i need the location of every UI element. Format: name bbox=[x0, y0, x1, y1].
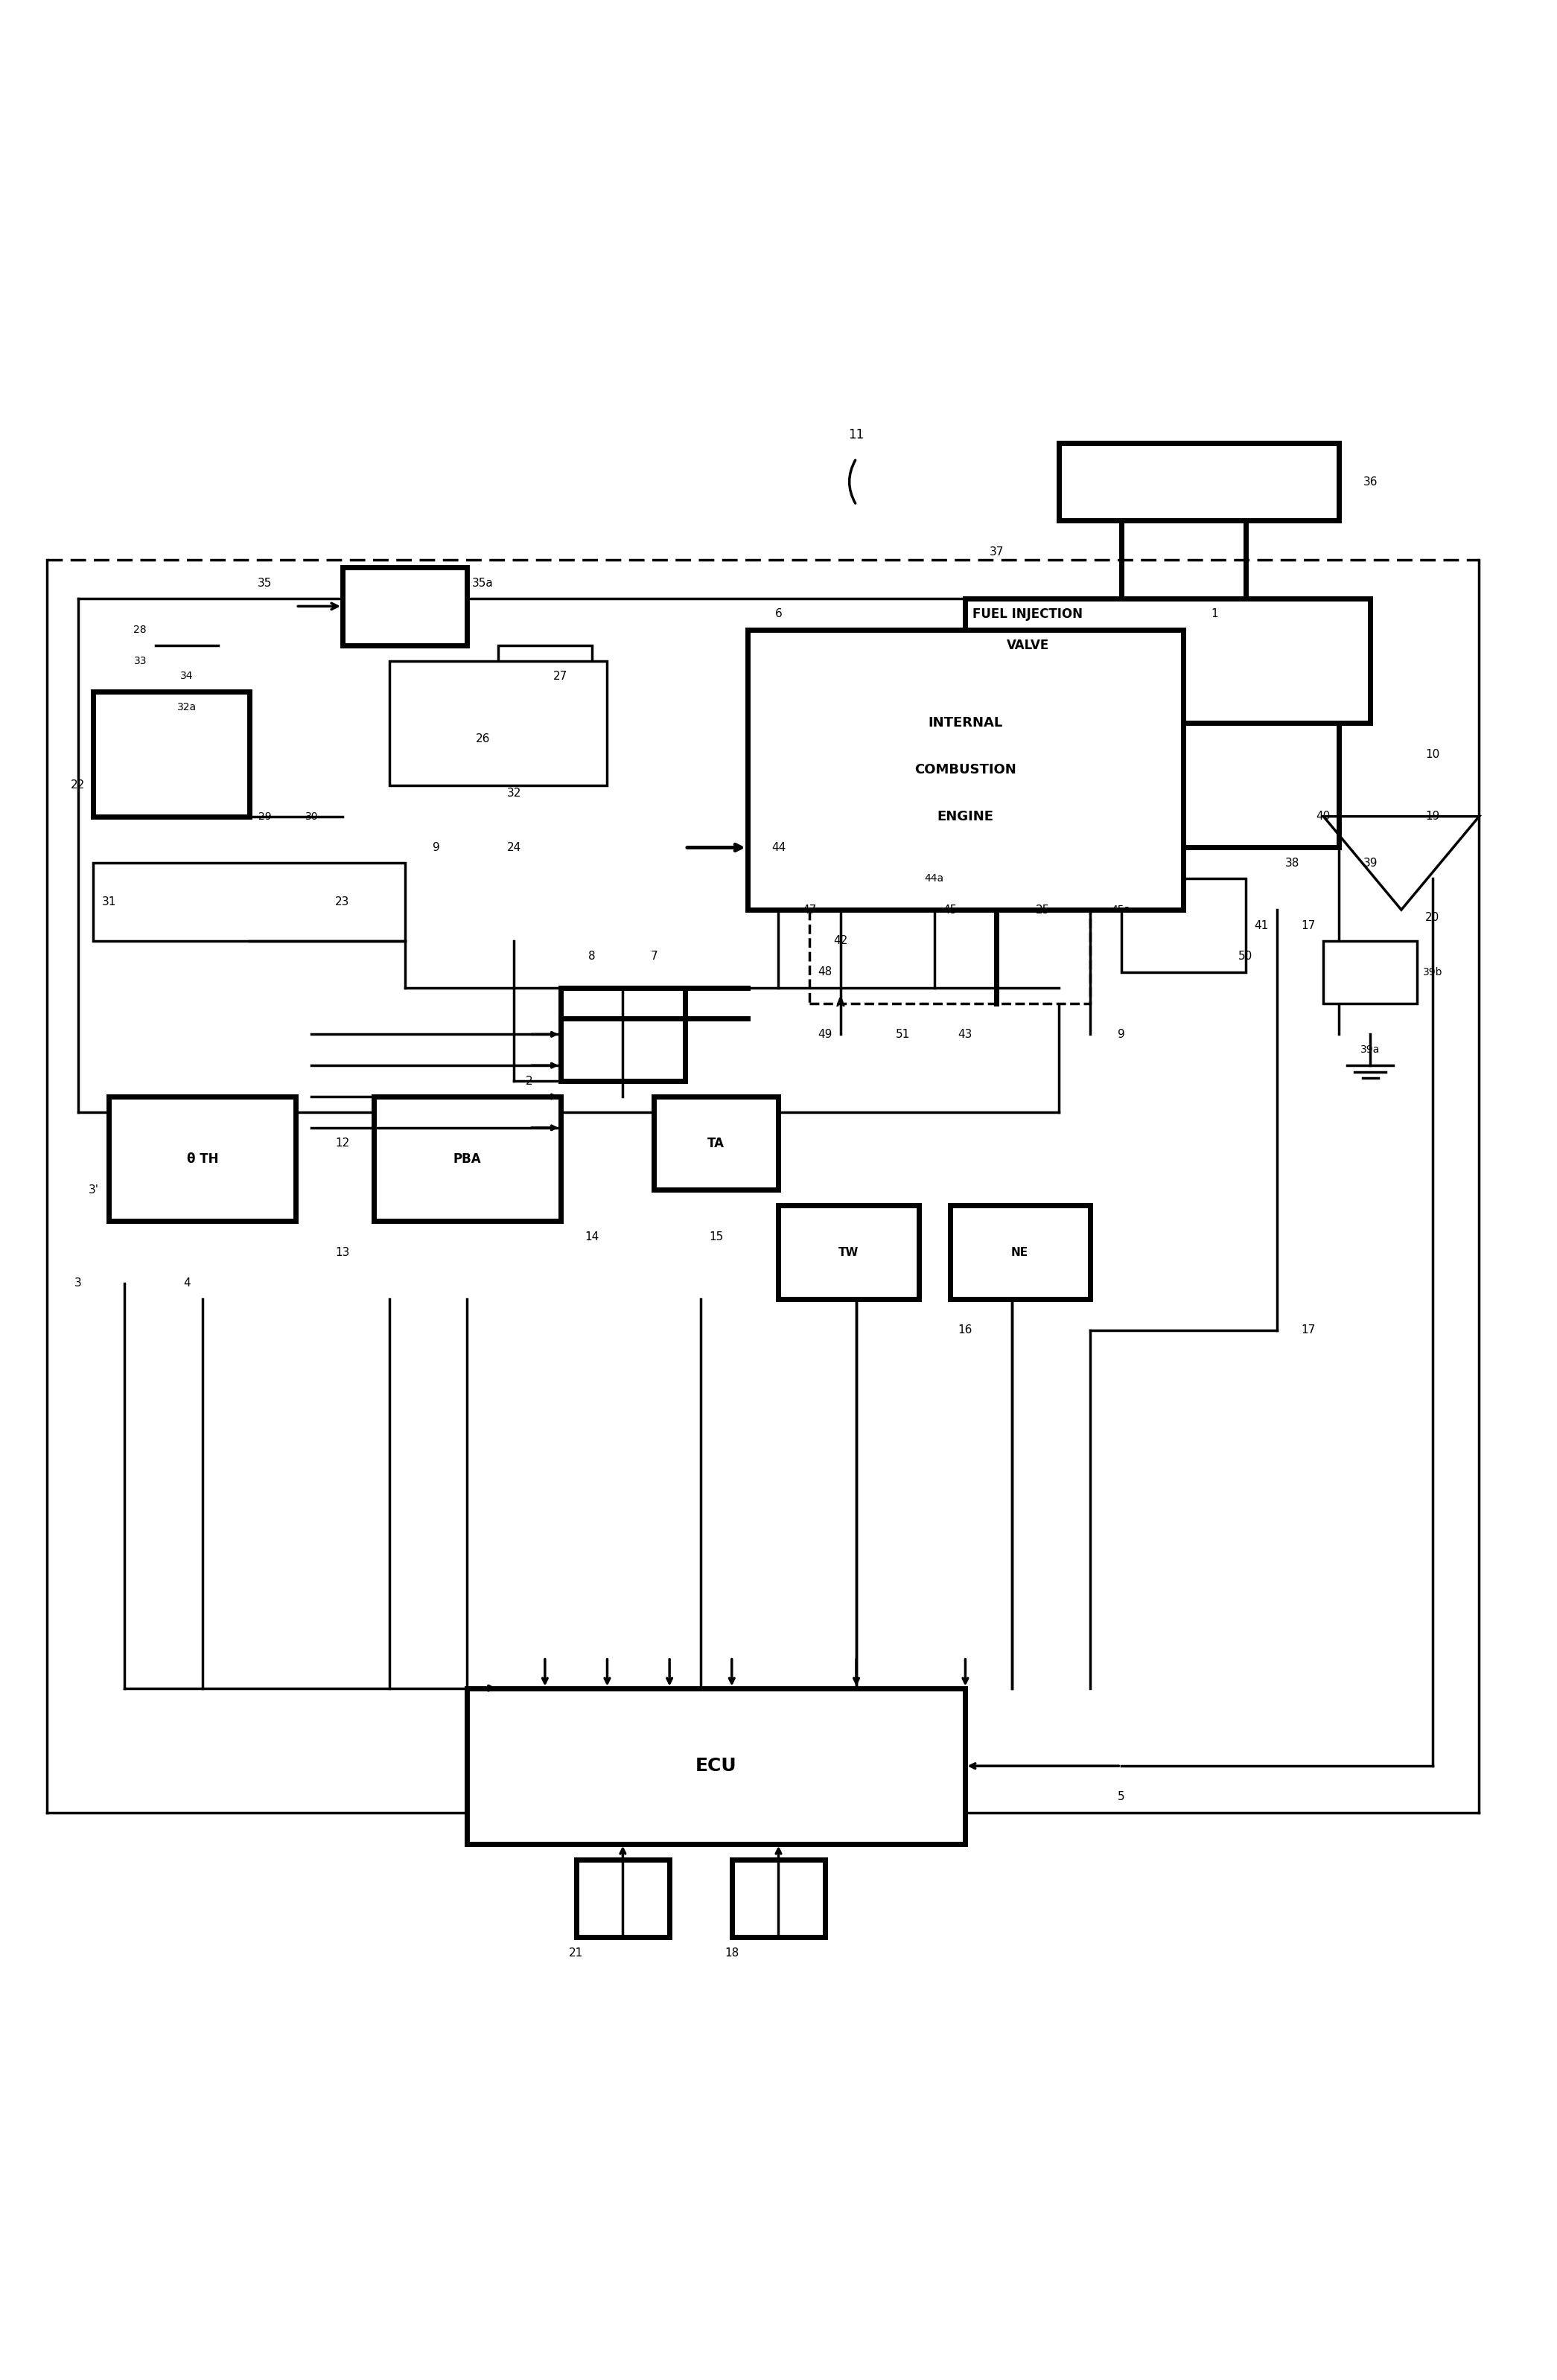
Text: 35a: 35a bbox=[472, 578, 494, 588]
Text: 20: 20 bbox=[1425, 912, 1440, 923]
Text: 44: 44 bbox=[771, 843, 786, 852]
Bar bbox=[93, 864, 405, 940]
Text: 4: 4 bbox=[184, 1278, 190, 1290]
Text: 9: 9 bbox=[433, 843, 439, 852]
Bar bbox=[576, 1859, 670, 1937]
Text: 21: 21 bbox=[568, 1947, 584, 1959]
Bar bbox=[343, 566, 467, 645]
Text: 1: 1 bbox=[1211, 609, 1218, 619]
Text: 43: 43 bbox=[958, 1028, 973, 1040]
Text: 42: 42 bbox=[833, 935, 849, 947]
Text: 39a: 39a bbox=[1361, 1045, 1380, 1054]
Text: 25: 25 bbox=[1035, 904, 1051, 916]
Text: 15: 15 bbox=[708, 1230, 724, 1242]
Text: INTERNAL: INTERNAL bbox=[928, 716, 1003, 731]
Text: 5: 5 bbox=[1118, 1792, 1124, 1802]
Bar bbox=[810, 847, 1090, 1004]
Text: 17: 17 bbox=[1300, 919, 1316, 931]
Text: 32: 32 bbox=[506, 788, 522, 800]
Text: A: A bbox=[836, 997, 845, 1009]
Text: 12: 12 bbox=[335, 1138, 350, 1150]
Text: 11: 11 bbox=[849, 428, 864, 443]
Text: 49: 49 bbox=[817, 1028, 833, 1040]
Text: 39b: 39b bbox=[1423, 966, 1442, 978]
Text: 6: 6 bbox=[775, 609, 782, 619]
Text: 47: 47 bbox=[802, 904, 817, 916]
Bar bbox=[1121, 878, 1246, 971]
Bar bbox=[467, 1687, 965, 1845]
Text: 32a: 32a bbox=[177, 702, 196, 712]
Text: COMBUSTION: COMBUSTION bbox=[914, 764, 1017, 776]
Text: ECU: ECU bbox=[696, 1756, 736, 1775]
Bar bbox=[778, 1207, 919, 1299]
Bar bbox=[732, 1859, 825, 1937]
Text: 2: 2 bbox=[526, 1076, 532, 1088]
Text: 48: 48 bbox=[817, 966, 833, 978]
Text: 38: 38 bbox=[1285, 857, 1300, 869]
Text: 40: 40 bbox=[1316, 812, 1331, 821]
Text: TW: TW bbox=[838, 1247, 859, 1259]
Text: 34: 34 bbox=[181, 671, 193, 681]
Text: 50: 50 bbox=[1238, 952, 1253, 962]
Text: 29: 29 bbox=[258, 812, 271, 821]
Text: 23: 23 bbox=[335, 897, 350, 907]
Text: 51: 51 bbox=[895, 1028, 911, 1040]
Text: FUEL INJECTION: FUEL INJECTION bbox=[973, 607, 1082, 621]
Text: PBA: PBA bbox=[453, 1152, 481, 1166]
Bar bbox=[389, 662, 607, 785]
Text: 36: 36 bbox=[1362, 476, 1378, 488]
Text: 19: 19 bbox=[1425, 812, 1440, 821]
Text: θ TH: θ TH bbox=[187, 1152, 218, 1166]
Text: 9: 9 bbox=[1118, 1028, 1124, 1040]
Bar bbox=[374, 1097, 561, 1221]
Text: 3: 3 bbox=[75, 1278, 81, 1290]
Text: 24: 24 bbox=[506, 843, 522, 852]
Text: 30: 30 bbox=[305, 812, 318, 821]
Text: TA: TA bbox=[708, 1138, 724, 1150]
Bar bbox=[950, 1207, 1090, 1299]
Bar bbox=[93, 693, 249, 816]
Text: 8: 8 bbox=[589, 952, 595, 962]
Text: 13: 13 bbox=[335, 1247, 350, 1259]
Text: 45: 45 bbox=[942, 904, 958, 916]
Text: 41: 41 bbox=[1253, 919, 1269, 931]
Text: NE: NE bbox=[1010, 1247, 1029, 1259]
Bar bbox=[1323, 940, 1417, 1004]
Bar bbox=[561, 988, 685, 1081]
Text: 31: 31 bbox=[101, 897, 117, 907]
Text: 27: 27 bbox=[553, 671, 568, 683]
Text: ENGINE: ENGINE bbox=[937, 809, 993, 823]
Text: 22: 22 bbox=[70, 781, 86, 790]
Text: 16: 16 bbox=[958, 1326, 973, 1335]
Text: 45a: 45a bbox=[1112, 904, 1130, 914]
Text: 33: 33 bbox=[134, 655, 146, 666]
Text: 7: 7 bbox=[651, 952, 657, 962]
Bar bbox=[109, 1097, 296, 1221]
Text: 44a: 44a bbox=[925, 873, 944, 883]
Bar bbox=[965, 597, 1370, 724]
Text: 37: 37 bbox=[989, 545, 1004, 557]
Text: 17: 17 bbox=[1300, 1326, 1316, 1335]
Bar bbox=[1059, 443, 1339, 521]
Text: 14: 14 bbox=[584, 1230, 599, 1242]
Text: 18: 18 bbox=[724, 1947, 740, 1959]
Text: 26: 26 bbox=[475, 733, 490, 745]
Text: 10: 10 bbox=[1425, 750, 1440, 759]
Text: 35: 35 bbox=[257, 578, 272, 588]
Text: VALVE: VALVE bbox=[1006, 638, 1049, 652]
Text: 39: 39 bbox=[1362, 857, 1378, 869]
Text: 28: 28 bbox=[134, 624, 146, 635]
Bar bbox=[747, 631, 1183, 909]
Bar bbox=[498, 645, 592, 738]
Bar bbox=[654, 1097, 778, 1190]
Text: 3': 3' bbox=[89, 1185, 98, 1195]
